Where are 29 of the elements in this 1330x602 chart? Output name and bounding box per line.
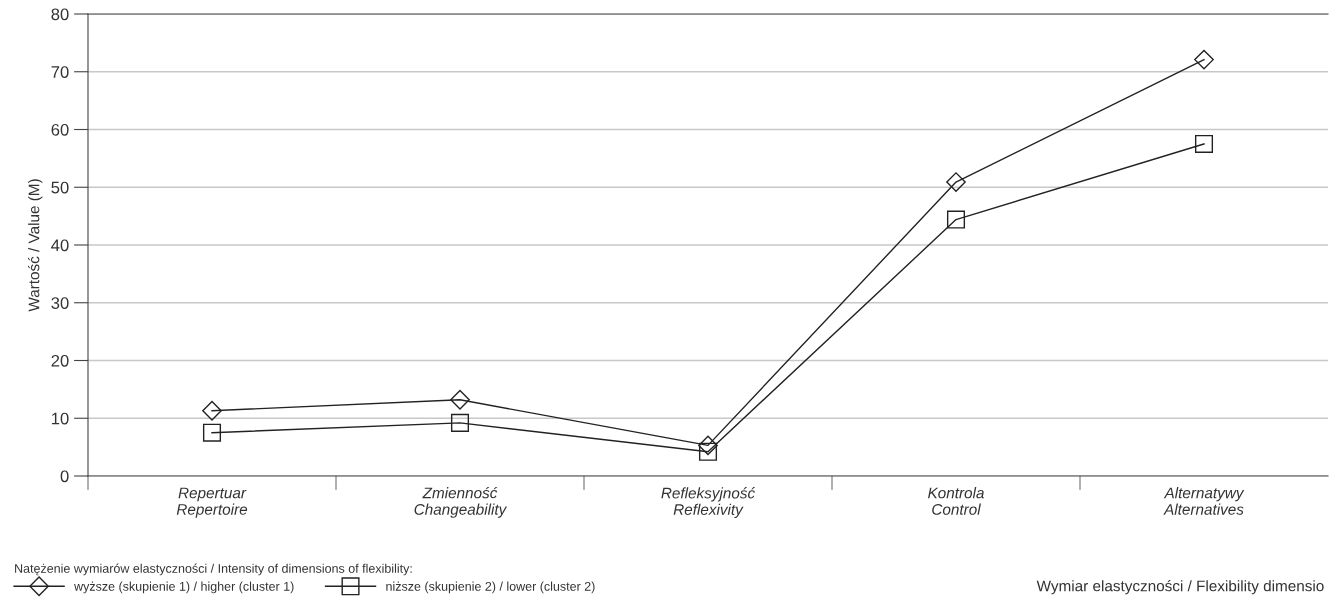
- point: [946, 210, 966, 229]
- y-tick-label: 40: [51, 239, 69, 252]
- point: [450, 413, 470, 432]
- point: [202, 400, 222, 421]
- point: [1194, 134, 1214, 153]
- point: [698, 442, 718, 461]
- x-tick-label: Zmienność Changeability: [414, 486, 508, 518]
- x-axis-title: Wymiar elastyczności / Flexibility dimensio: [1036, 579, 1324, 595]
- y-tick-label: 0: [60, 470, 69, 483]
- point: [450, 389, 470, 410]
- y-axis-title: Wartość / Value (M): [27, 179, 43, 312]
- point: [1194, 49, 1214, 70]
- x-tick-label: Refleksyjność Reflexivity: [661, 487, 755, 518]
- point: [202, 423, 222, 442]
- y-tick-label: 10: [51, 412, 69, 425]
- x-tick-label: Kontrola Control: [928, 487, 984, 515]
- point: [698, 435, 718, 456]
- legend-title: Natężenie wymiarów elastyczności / Intensity of dimensions of flexibility:: [15, 563, 412, 576]
- point: [946, 172, 966, 192]
- x-tick-label: Repertuar Repertoire: [176, 487, 248, 518]
- legend-label: wyższe (skupienie 1) / higher (cluster 1): [74, 581, 294, 594]
- y-tick-label: 80: [51, 8, 69, 21]
- x-tick-label: Alternatywy Alternatives: [1163, 487, 1245, 515]
- y-tick-label: 60: [51, 123, 69, 136]
- legend-label: niższe (skupienie 2) / lower (cluster 2): [386, 581, 595, 594]
- y-tick-label: 70: [51, 66, 69, 78]
- y-tick-label: 50: [51, 181, 69, 194]
- y-tick-label: 30: [51, 297, 69, 309]
- y-tick-label: 20: [51, 354, 69, 367]
